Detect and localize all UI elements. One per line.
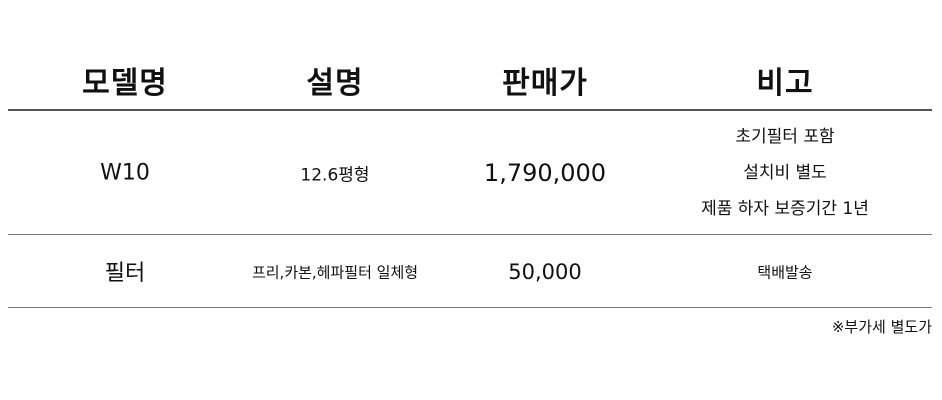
price-cell: 50,000 xyxy=(508,260,582,284)
description-cell: 프리,카본,헤파필터 일체형 xyxy=(251,263,419,282)
row-divider xyxy=(8,234,932,235)
remark-line: 초기필터 포함 xyxy=(735,127,835,147)
remark-line: 설치비 별도 xyxy=(743,163,827,183)
description-cell: 12.6평형 xyxy=(300,165,370,186)
model-cell: W10 xyxy=(100,160,150,186)
header-remarks: 비고 xyxy=(756,66,814,101)
model-cell: 필터 xyxy=(104,261,146,286)
header-divider xyxy=(8,109,932,111)
header-description: 설명 xyxy=(306,66,364,101)
vat-note: ※부가세 별도가 xyxy=(831,318,932,336)
bottom-divider xyxy=(8,307,932,308)
header-model: 모델명 xyxy=(82,66,168,101)
price-cell: 1,790,000 xyxy=(483,159,607,187)
remarks-cell: 초기필터 포함 설치비 별도 제품 하자 보증기간 1년 xyxy=(701,119,869,227)
header-price: 판매가 xyxy=(502,66,588,101)
remark-line: 제품 하자 보증기간 1년 xyxy=(701,199,869,219)
remarks-cell: 택배발송 xyxy=(757,263,813,282)
